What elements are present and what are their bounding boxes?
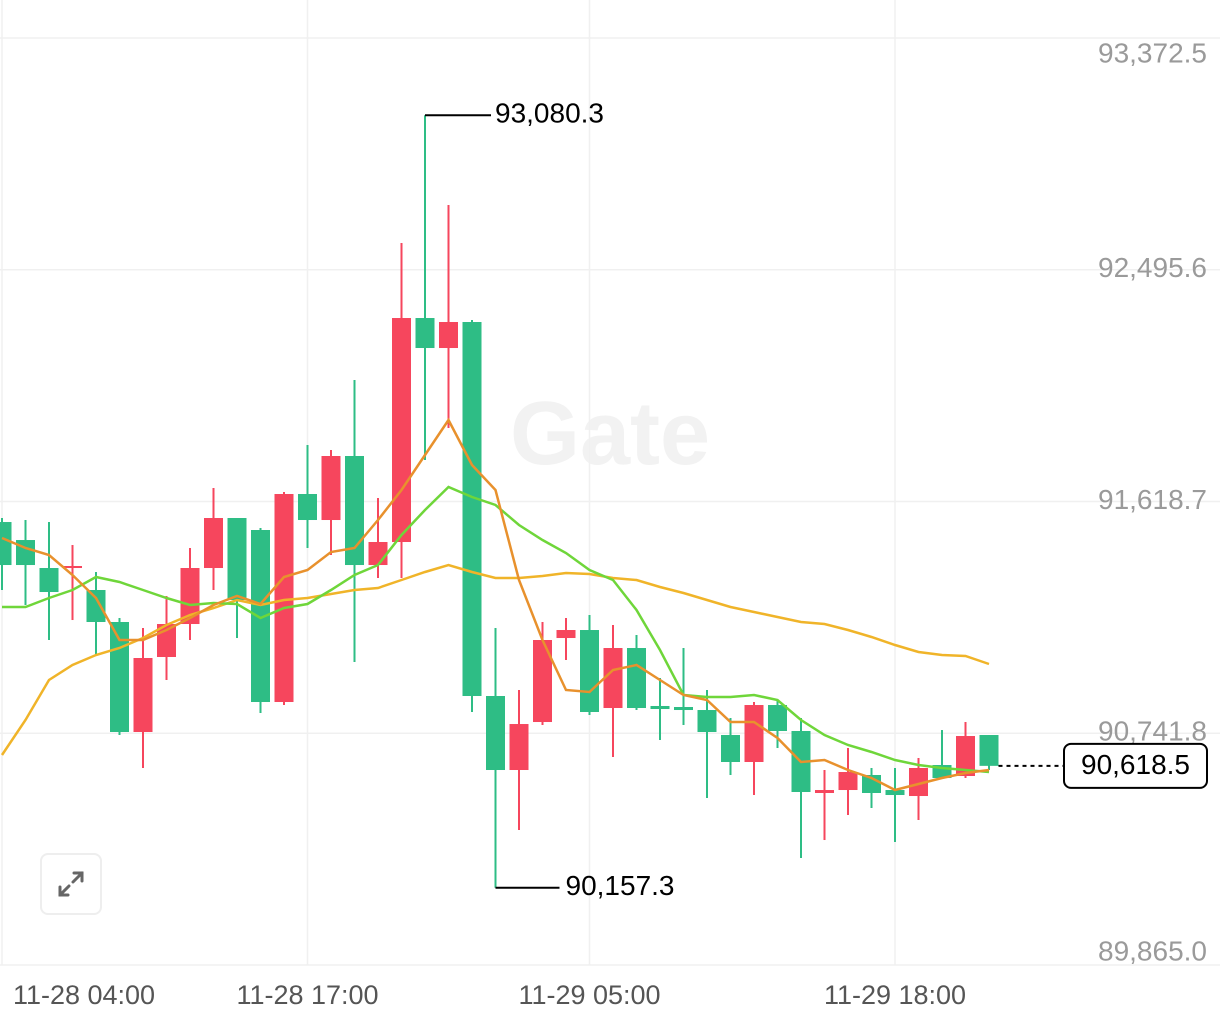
- candle-body: [650, 705, 670, 710]
- candle-body: [368, 542, 388, 566]
- candle-body: [815, 790, 834, 793]
- candle-body: [86, 589, 106, 623]
- candle-body: [39, 568, 59, 593]
- candle-body: [133, 657, 153, 733]
- candle-body: [533, 640, 552, 723]
- moving-average-line: [0, 563, 990, 756]
- candle-body: [0, 522, 12, 566]
- candle-body: [721, 735, 740, 762]
- candle-body: [462, 322, 482, 697]
- max-label: 93,080.3: [495, 98, 604, 129]
- candle-body: [838, 772, 858, 791]
- candle-body: [16, 540, 35, 566]
- candle-body: [509, 724, 529, 771]
- candle-body: [274, 494, 294, 703]
- candle-body: [744, 705, 764, 762]
- candle-body: [885, 790, 905, 796]
- candle-body: [697, 710, 717, 733]
- watermark: Gate: [510, 384, 710, 484]
- candle-body: [674, 706, 693, 711]
- last-price-label: 90,618.5: [1081, 749, 1190, 780]
- moving-average-line: [1, 417, 990, 792]
- candle-body: [580, 630, 599, 712]
- candle-body: [909, 767, 928, 797]
- candle-body: [251, 530, 270, 703]
- candle-body: [979, 735, 999, 766]
- candle-body: [204, 518, 223, 569]
- candle-body: [768, 705, 787, 731]
- candle-body: [486, 696, 505, 771]
- candle-body: [556, 630, 576, 639]
- x-tick-label: 11-28 04:00: [13, 980, 155, 1010]
- y-tick-label: 92,495.6: [1098, 252, 1207, 283]
- candle-body: [321, 456, 341, 521]
- candle-body: [392, 318, 411, 543]
- candle-body: [415, 318, 435, 349]
- y-tick-label: 91,618.7: [1098, 484, 1207, 515]
- y-tick-label: 89,865.0: [1098, 935, 1207, 966]
- candle-body: [956, 736, 975, 777]
- moving-average-line: [2, 485, 990, 774]
- y-tick-label: 90,741.8: [1098, 716, 1207, 747]
- candle-body: [227, 518, 247, 601]
- expand-button[interactable]: [40, 853, 102, 915]
- candle-body: [345, 456, 364, 566]
- y-tick-label: 93,372.5: [1098, 37, 1207, 68]
- min-label: 90,157.3: [566, 870, 675, 901]
- x-tick-label: 11-28 17:00: [236, 980, 378, 1010]
- x-tick-label: 11-29 18:00: [824, 980, 966, 1010]
- expand-icon: [58, 871, 84, 897]
- candle-body: [298, 494, 317, 521]
- candle-body: [439, 322, 458, 349]
- x-tick-label: 11-29 05:00: [518, 980, 660, 1010]
- candle-body: [603, 648, 623, 709]
- candle-body: [627, 648, 646, 709]
- candle-body: [180, 568, 200, 625]
- candle-body: [63, 566, 82, 569]
- last-price-box: [1063, 742, 1208, 789]
